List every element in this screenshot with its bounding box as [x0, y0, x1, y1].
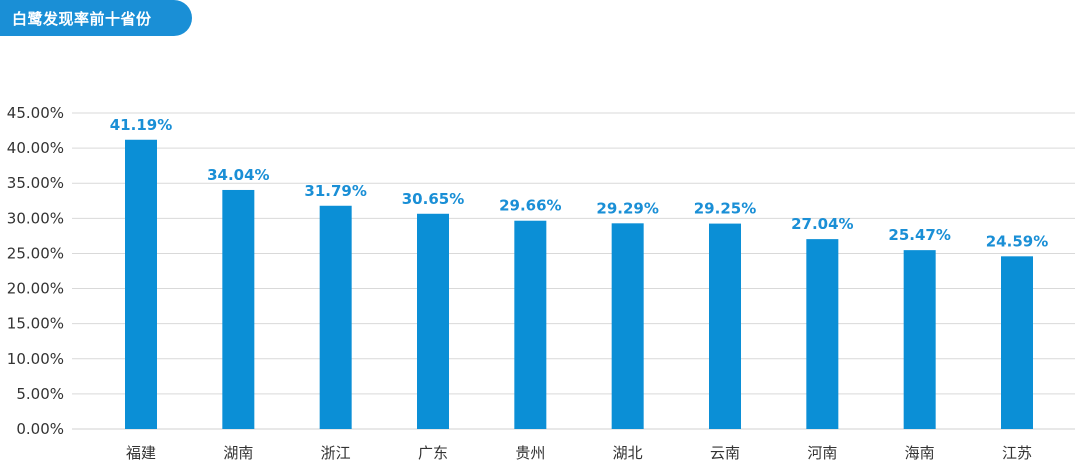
y-tick-label: 5.00%	[16, 385, 64, 403]
bar-value-label: 41.19%	[110, 116, 172, 134]
y-axis-ticks: 0.00% 5.00% 10.00% 15.00% 20.00% 25.00% 30.00%…	[7, 104, 64, 438]
x-category-label: 云南	[710, 444, 740, 462]
data-labels: 41.19% 34.04% 31.79% 30.65% 29.66% 29.29% 29.2…	[110, 116, 1048, 251]
y-tick-label: 15.00%	[7, 315, 64, 333]
bar	[903, 250, 936, 429]
bar	[319, 205, 352, 429]
bar-value-label: 31.79%	[304, 182, 366, 200]
bar	[1001, 256, 1033, 429]
x-category-label: 广东	[418, 444, 448, 462]
x-axis-categories: 福建 湖南 浙江 广东 贵州 湖北 云南 河南 海南 江苏	[126, 444, 1032, 462]
bar-value-label: 29.29%	[596, 199, 658, 217]
y-tick-label: 35.00%	[7, 174, 64, 192]
x-category-label: 湖南	[223, 444, 253, 462]
y-tick-label: 10.00%	[7, 350, 64, 368]
bar-value-label: 25.47%	[888, 226, 950, 244]
y-tick-label: 0.00%	[16, 420, 64, 438]
bar	[125, 139, 157, 429]
bar-value-label: 34.04%	[207, 166, 269, 184]
y-tick-label: 45.00%	[7, 104, 64, 122]
bars	[125, 139, 1033, 429]
bar-value-label: 29.25%	[694, 200, 756, 218]
x-category-label: 浙江	[321, 444, 351, 462]
bar	[222, 189, 255, 429]
y-tick-label: 40.00%	[7, 139, 64, 157]
x-category-label: 海南	[905, 444, 935, 462]
chart-title-text: 白鹭发现率前十省份	[12, 9, 152, 28]
x-category-label: 江苏	[1002, 444, 1032, 462]
bar	[611, 223, 644, 429]
bar	[709, 223, 741, 429]
bar-value-label: 29.66%	[499, 197, 561, 215]
chart-title-badge: 白鹭发现率前十省份	[0, 0, 192, 36]
y-tick-label: 25.00%	[7, 244, 64, 262]
bar-value-label: 27.04%	[791, 215, 853, 233]
bar	[514, 220, 547, 429]
x-category-label: 湖北	[613, 444, 643, 462]
y-tick-label: 30.00%	[7, 209, 64, 227]
bar-value-label: 30.65%	[402, 190, 464, 208]
x-category-label: 福建	[126, 444, 156, 462]
y-tick-label: 20.00%	[7, 280, 64, 298]
bar	[806, 239, 839, 429]
bar-value-label: 24.59%	[986, 232, 1048, 250]
x-category-label: 河南	[807, 444, 837, 462]
bar	[417, 213, 449, 429]
x-category-label: 贵州	[515, 444, 545, 462]
